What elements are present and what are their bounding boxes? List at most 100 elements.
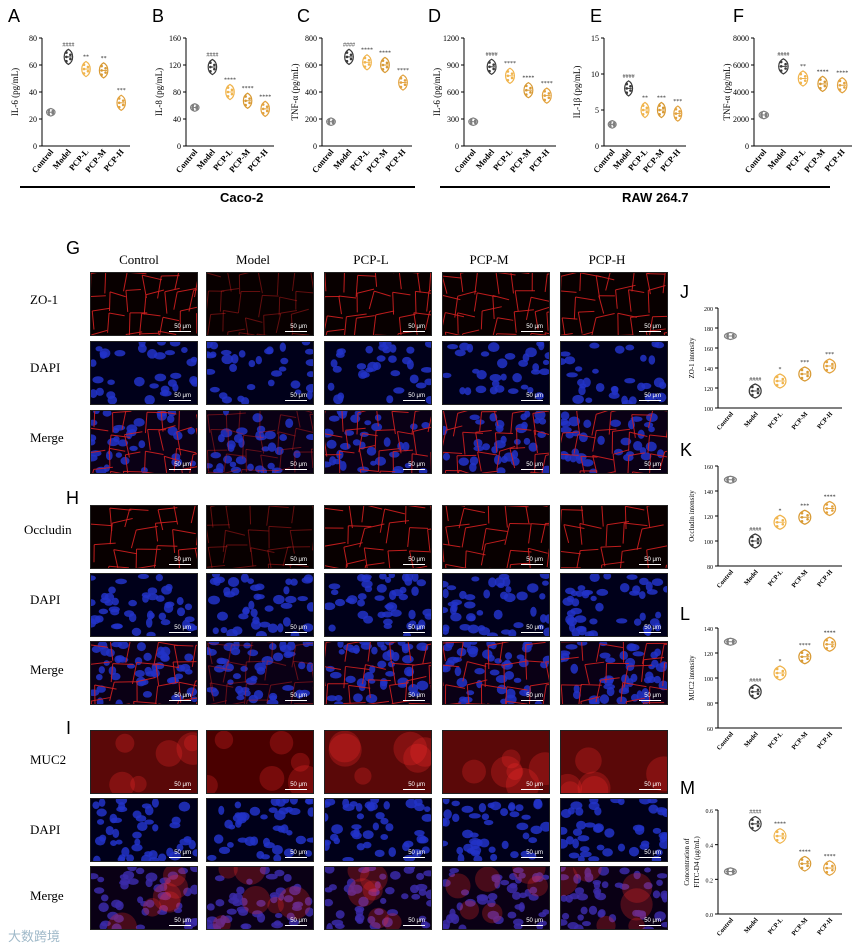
chart-j-point-3-4 <box>800 376 804 380</box>
chart-e-point-3-2 <box>658 108 661 112</box>
micrograph-muc2-control: 50 μm <box>90 730 198 794</box>
chart-e-point-3-4 <box>658 113 661 116</box>
chart-m-xtick-label-0: Control <box>716 917 735 938</box>
scale-bar <box>403 468 425 470</box>
scale-bar-label: 50 μm <box>408 557 425 563</box>
scale-bar-label: 50 μm <box>408 693 425 699</box>
chart-m-point-1-0 <box>751 818 754 822</box>
chart-f-point-4-3 <box>843 86 846 89</box>
chart-d-point-1-1 <box>492 63 495 66</box>
chart-j-point-2-1 <box>781 377 785 381</box>
chart-b-point-2-0 <box>226 86 230 89</box>
chart-j-ytick-label-4: 180 <box>704 327 713 333</box>
chart-b-point-3-1 <box>248 97 251 100</box>
chart-f-point-3-3 <box>823 84 827 88</box>
scale-bar-label: 50 μm <box>644 393 661 399</box>
chart-k-annotation-1: #### <box>749 527 761 533</box>
panel-label-G: G <box>66 238 81 258</box>
micrograph-muc2-model: 50 μm <box>206 730 314 794</box>
chart-a-ylabel: IL-6 (pg/mL) <box>10 68 20 116</box>
scale-bar-label: 50 μm <box>526 850 543 856</box>
chart-c-point-4-1 <box>403 79 407 82</box>
chart-k-point-2-3 <box>781 522 785 526</box>
chart-c-violin-0 <box>326 117 336 127</box>
chart-m-point-2-0 <box>775 830 779 834</box>
chart-j-xtick-label-3: PCP-M <box>791 411 810 432</box>
chart-b-violin-3 <box>242 92 253 110</box>
micrograph-dapi-h-pcph: 50 μm <box>560 573 668 637</box>
chart-d-ylabel: IL-6 (pg/mL) <box>432 68 442 116</box>
chart-e-point-0-2 <box>609 123 612 126</box>
chart-b-ylabel: IL-8 (pg/mL) <box>154 68 164 116</box>
chart-l-point-1-3 <box>756 692 760 696</box>
chart-d-point-0-1 <box>473 119 477 122</box>
scale-bar <box>639 563 661 565</box>
chart-c-point-3-4 <box>381 68 385 71</box>
scale-bar <box>169 399 191 401</box>
scale-bar <box>285 699 307 701</box>
micrograph-dapi-i-model: 50 μm <box>206 798 314 862</box>
chart-m-ytick-label-2: 0.4 <box>706 844 714 850</box>
chart-k-point-0-4 <box>726 480 729 484</box>
chart-c-ytick-label-3: 600 <box>305 61 317 70</box>
chart-a-point-3-0 <box>100 64 103 68</box>
chart-f-point-4-1 <box>843 81 846 85</box>
scale-bar <box>169 631 191 633</box>
chart-b-point-1-1 <box>213 63 216 67</box>
chart-j-point-4-0 <box>825 360 829 364</box>
scale-bar-label: 50 μm <box>408 850 425 856</box>
chart-j-point-3-0 <box>800 368 804 372</box>
chart-f-violin-1 <box>778 58 789 75</box>
chart-k-point-2-1 <box>781 518 785 522</box>
chart-a-point-0-4 <box>47 113 51 116</box>
micrograph-zo1-pcpl: 50 μm <box>324 272 432 336</box>
chart-b-point-3-2 <box>244 99 247 103</box>
chart-a-annotation-3: ** <box>101 56 107 62</box>
chart-m-violin-1 <box>748 815 762 832</box>
chart-j-point-0-2 <box>726 334 729 338</box>
scale-bar-label: 50 μm <box>526 462 543 468</box>
scale-bar <box>639 631 661 633</box>
chart-m-point-4-3 <box>831 868 834 872</box>
chart-l-ytick-label-4: 140 <box>704 627 713 633</box>
scale-bar <box>169 924 191 926</box>
scale-bar-label: 50 μm <box>174 462 191 468</box>
chart-k-point-4-0 <box>825 503 829 506</box>
chart-l-point-2-3 <box>781 673 785 677</box>
chart-f-ytick-label-3: 6000 <box>733 61 749 70</box>
micrograph-merge-h-pcph: 50 μm <box>560 641 668 705</box>
chart-d-annotation-3: **** <box>522 76 534 82</box>
scale-bar-label: 50 μm <box>290 324 307 330</box>
scale-bar <box>521 699 543 701</box>
chart-f-point-2-2 <box>799 77 803 80</box>
scale-bar-label: 50 μm <box>644 782 661 788</box>
chart-l-point-1-0 <box>751 686 754 690</box>
scale-bar-label: 50 μm <box>408 393 425 399</box>
chart-f-xtick-label-4: PCP-H <box>822 147 847 174</box>
micrograph-dapi-h-pcpm: 50 μm <box>442 573 550 637</box>
chart-b-point-0-4 <box>191 108 195 111</box>
chart-b-point-0-0 <box>191 104 195 107</box>
raw-group-label: RAW 264.7 <box>622 190 689 205</box>
chart-j-xtick-label-4: PCP-H <box>816 411 834 431</box>
chart-e-point-4-4 <box>674 116 678 120</box>
chart-c-point-1-0 <box>345 51 349 54</box>
chart-a-point-4-3 <box>121 103 125 107</box>
scale-bar <box>521 788 543 790</box>
scale-bar <box>169 856 191 858</box>
panel-label-D: D <box>428 6 441 26</box>
chart-e-violin-0 <box>607 119 617 129</box>
chart-l-ytick-label-3: 120 <box>704 652 713 658</box>
chart-a-point-1-4 <box>65 59 68 63</box>
chart-d-point-1-3 <box>492 67 495 71</box>
chart-f-ylabel: TNF-α (pg/mL) <box>722 64 732 121</box>
scale-bar-label: 50 μm <box>408 782 425 788</box>
scale-bar <box>639 924 661 926</box>
chart-d-point-3-0 <box>525 84 528 88</box>
chart-c-point-0-2 <box>327 120 331 123</box>
micrograph-merge-g-model: 50 μm <box>206 410 314 474</box>
chart-j-point-1-3 <box>756 391 760 395</box>
scale-bar <box>169 699 191 701</box>
chart-m-point-2-2 <box>775 834 779 838</box>
